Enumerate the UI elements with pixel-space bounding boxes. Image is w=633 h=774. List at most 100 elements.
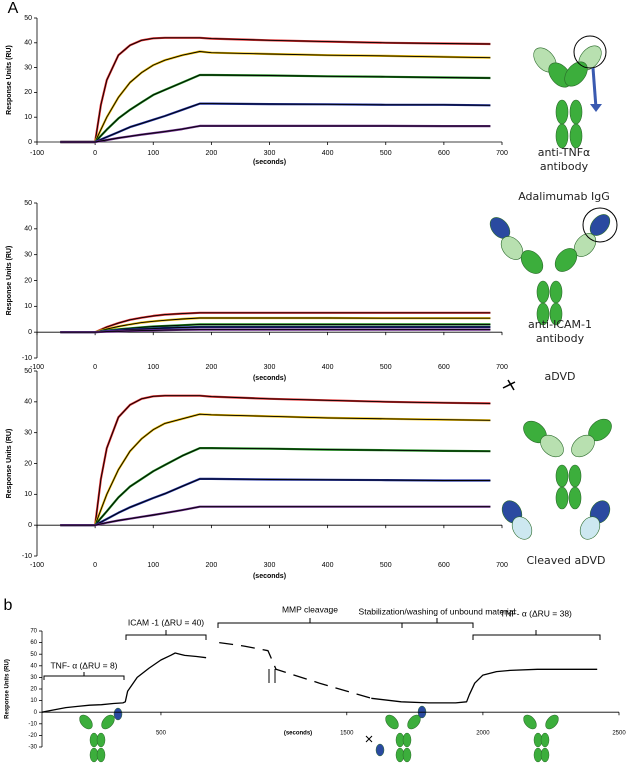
bracket [472, 630, 601, 640]
brackets [43, 618, 601, 680]
fit-line [60, 312, 491, 333]
fit-line [60, 395, 491, 526]
y-tick-label: 50 [30, 652, 37, 658]
fit-line [60, 506, 491, 526]
y-tick-label: 20 [30, 687, 37, 693]
annotation: aDVD [544, 370, 576, 383]
x-tick-label: 200 [206, 562, 218, 569]
annotation: ICAM -1 (ΔRU = 40) [128, 617, 204, 627]
antibody-icon [533, 35, 607, 149]
y-axis-title: Response Units (RU) [6, 429, 13, 499]
y-axis-title: Response Units (RU) [5, 659, 11, 719]
y-tick-label: 40 [24, 226, 32, 233]
x-tick-label: 400 [322, 562, 334, 569]
x-tick-label: 500 [380, 562, 392, 569]
annotation: TNF- α (ΔRU = 8) [50, 660, 117, 670]
y-tick-label: 10 [24, 303, 32, 310]
x-tick-label: 200 [206, 364, 218, 371]
x-tick-label: 700 [496, 562, 508, 569]
y-tick-label: 0 [34, 710, 38, 716]
x-tick-label: 700 [496, 364, 508, 371]
x-tick-label: 100 [147, 562, 159, 569]
axis-break [269, 669, 275, 683]
x-tick-label: 400 [322, 150, 334, 157]
data-line [41, 652, 598, 713]
antibody-icon [501, 379, 612, 540]
x-axis-title: (seconds) [253, 573, 286, 580]
x-tick-label: -100 [30, 150, 44, 157]
y-tick-label: 30 [30, 675, 37, 681]
x-tick-label: 2500 [612, 731, 626, 737]
data-line [60, 73, 491, 144]
x-tick-label: 500 [156, 731, 167, 737]
antibody-icon [489, 207, 618, 326]
y-tick-label: 20 [24, 89, 32, 96]
bracket [43, 672, 125, 680]
annotation: anti-ICAM-1 antibody [528, 318, 592, 345]
fit-line [60, 317, 491, 333]
panel-label: b [4, 597, 13, 614]
fit-line [60, 103, 491, 143]
y-tick-label: 50 [24, 368, 32, 375]
x-tick-label: 600 [438, 562, 450, 569]
panel-label: A [8, 0, 19, 17]
y-tick-label: -10 [22, 553, 32, 560]
annotation: Cleaved aDVD [526, 554, 606, 567]
annotation: MMP cleavage [282, 604, 338, 614]
fit-line [60, 37, 491, 143]
x-tick-label: 600 [438, 150, 450, 157]
x-tick-label: 300 [264, 364, 276, 371]
y-tick-label: 30 [24, 252, 32, 259]
x-tick-label: 600 [438, 364, 450, 371]
chart: -30 -20 -10 0 10 20 30 40 50 60 70 500 1500 2000 2500 (… [4, 597, 627, 750]
y-tick-label: 40 [24, 40, 32, 47]
x-tick-label: 2000 [476, 731, 490, 737]
bracket [217, 618, 403, 628]
x-tick-label: 100 [147, 364, 159, 371]
x-tick-label: 500 [380, 364, 392, 371]
y-axis-title: Response Units (RU) [6, 45, 13, 115]
bracket [401, 618, 474, 628]
y-tick-label: 20 [24, 277, 32, 284]
data-line [60, 477, 491, 527]
x-tick-label: 0 [93, 150, 97, 157]
y-tick-label: 50 [24, 15, 32, 22]
x-tick-label: 1500 [340, 731, 354, 737]
y-tick-label: 0 [28, 522, 32, 529]
x-tick-label: 0 [93, 562, 97, 569]
y-tick-label: 40 [30, 663, 37, 669]
y-tick-label: 60 [30, 640, 37, 646]
y-tick-label: 10 [30, 698, 37, 704]
y-tick-label: 0 [28, 139, 32, 146]
annotation: Adalimumab IgG [518, 190, 610, 203]
x-tick-label: 500 [380, 150, 392, 157]
y-tick-label: 30 [24, 430, 32, 437]
data-line [219, 641, 372, 699]
y-tick-label: 30 [24, 64, 32, 71]
small-icons [79, 705, 559, 763]
y-tick-label: 50 [24, 200, 32, 207]
fit-line [60, 74, 491, 143]
x-tick-label: 300 [264, 562, 276, 569]
annotation: anti-TNFα antibody [537, 146, 591, 173]
y-tick-label: -20 [28, 733, 37, 739]
y-tick-label: 10 [24, 114, 32, 121]
chart: 0 10 20 30 40 50 -100 0 100 200 300 400 500 600 700 (se… [6, 0, 508, 166]
fit-line [60, 478, 491, 526]
y-tick-label: -10 [22, 355, 32, 362]
annotation: Stabilization/washing of unbound materia… [359, 606, 516, 616]
y-tick-label: 0 [28, 329, 32, 336]
y-tick-label: 20 [24, 460, 32, 467]
x-tick-label: 300 [264, 150, 276, 157]
fit-line [60, 447, 491, 526]
y-tick-label: 70 [30, 629, 37, 635]
fit-line [60, 125, 491, 143]
y-tick-label: -10 [28, 721, 37, 727]
bracket [125, 630, 207, 640]
y-tick-label: -30 [28, 745, 37, 751]
x-tick-label: 400 [322, 364, 334, 371]
x-tick-label: 100 [147, 150, 159, 157]
